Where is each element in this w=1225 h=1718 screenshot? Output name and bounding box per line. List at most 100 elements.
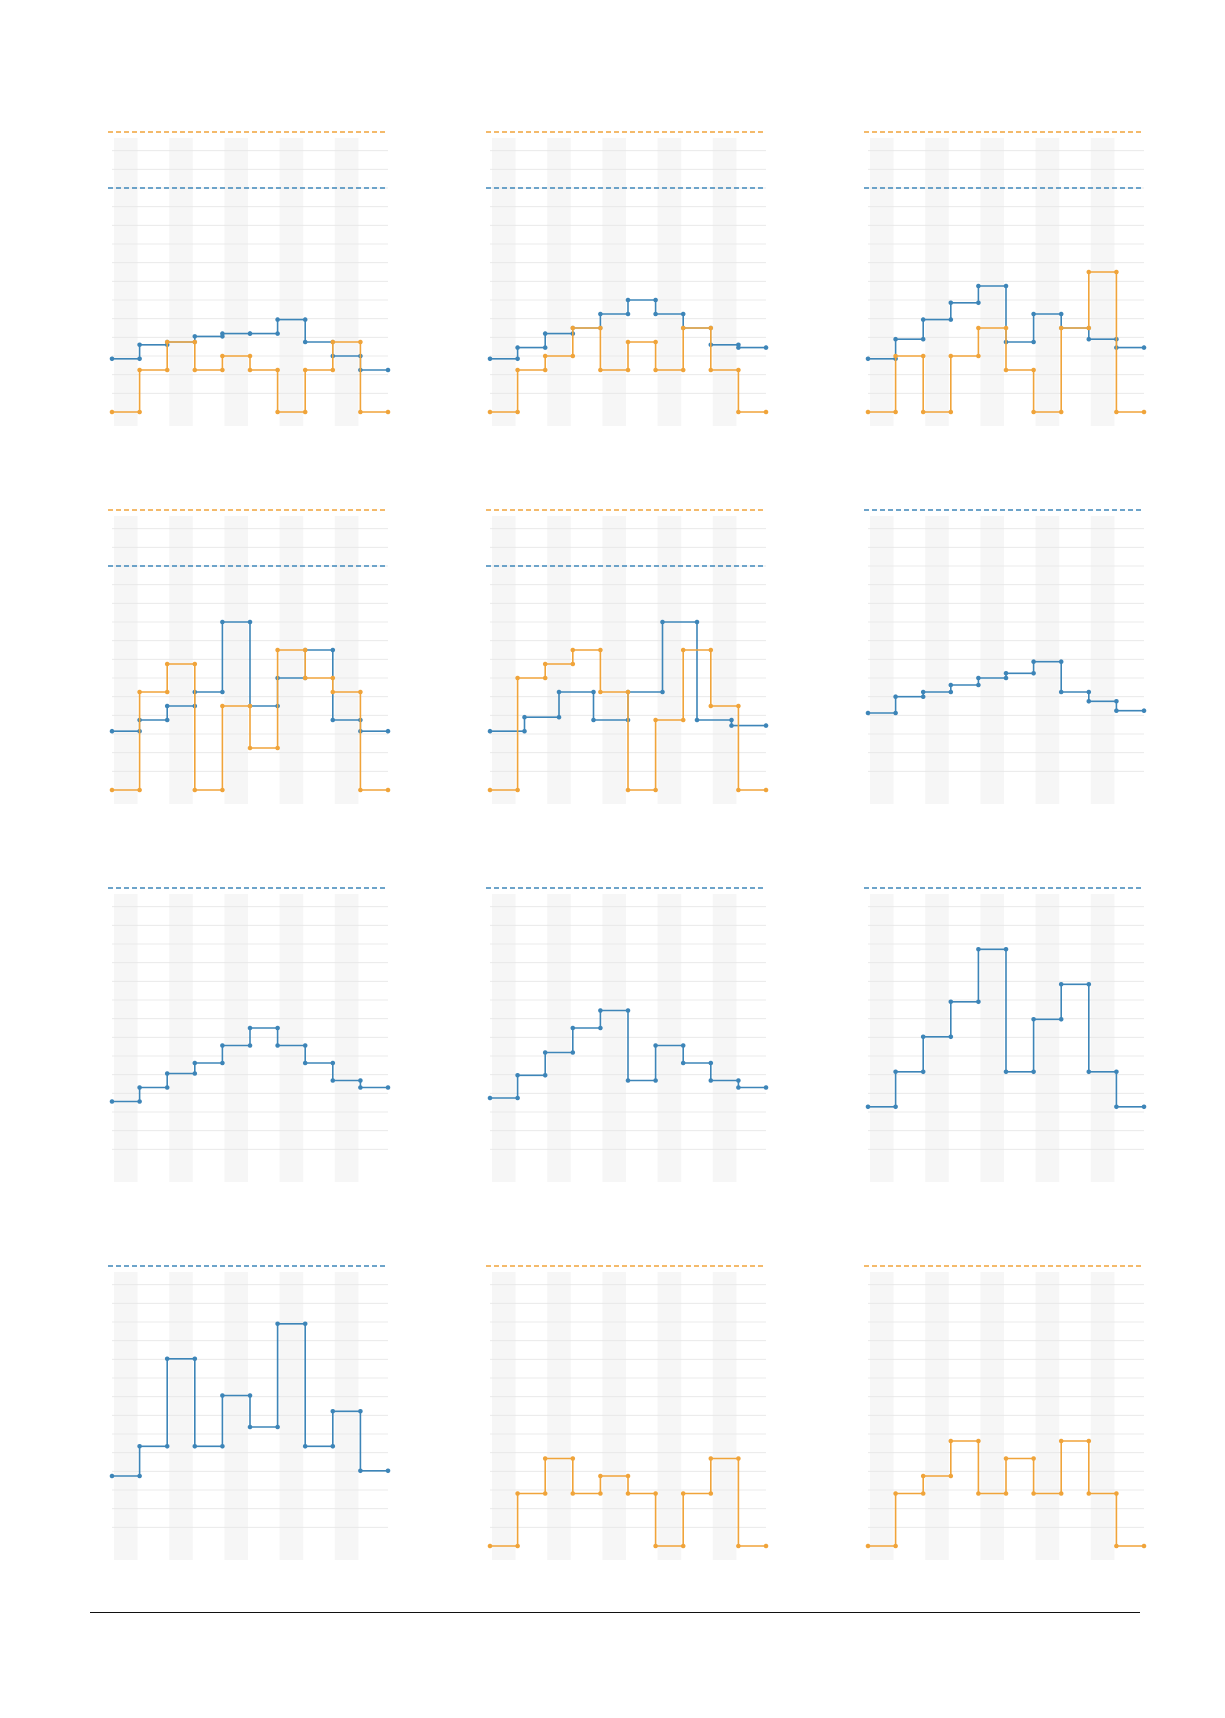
data-point-orange <box>1086 1491 1092 1496</box>
data-point-blue <box>330 647 336 653</box>
data-point-orange <box>736 703 741 709</box>
data-point-blue <box>1086 689 1092 695</box>
data-point-blue <box>920 1034 926 1040</box>
data-point-orange <box>515 409 520 415</box>
data-point-blue <box>109 1473 115 1479</box>
data-point-blue <box>515 345 520 350</box>
data-point-orange <box>680 1491 686 1496</box>
data-point-blue <box>302 1444 308 1449</box>
data-point-blue <box>625 1078 631 1083</box>
data-point-orange <box>598 1473 603 1479</box>
data-point-orange <box>220 787 225 793</box>
data-point-orange <box>948 1438 954 1444</box>
grid-band <box>279 1272 304 1560</box>
data-point-blue <box>220 689 225 695</box>
data-point-orange <box>625 1473 631 1479</box>
data-point-blue <box>1003 1069 1009 1075</box>
series-line-blue <box>490 1009 766 1099</box>
series-line-blue <box>868 948 1144 1108</box>
data-point-blue <box>515 356 520 362</box>
data-point-orange <box>515 787 520 793</box>
data-point-blue <box>653 1043 658 1048</box>
data-point-orange <box>192 661 198 667</box>
step-chart-7 <box>108 887 391 1182</box>
data-point-orange <box>920 1473 926 1479</box>
data-point-blue <box>137 1085 142 1090</box>
chart-panel-10 <box>100 1244 391 1564</box>
chart-panel-11 <box>478 1244 769 1564</box>
grid-band <box>169 516 193 804</box>
data-point-orange <box>137 689 142 695</box>
series-line-orange <box>112 649 388 791</box>
data-point-blue <box>680 311 686 317</box>
data-point-blue <box>515 1073 520 1078</box>
data-point-orange <box>653 367 658 373</box>
data-point-blue <box>164 717 170 723</box>
data-point-orange <box>653 787 658 793</box>
footer-rule <box>90 1612 1140 1613</box>
data-point-blue <box>1058 982 1064 987</box>
data-point-orange <box>1003 1456 1009 1461</box>
chart-panel-12 <box>856 1244 1147 1564</box>
grid-band <box>1035 894 1060 1182</box>
data-point-blue <box>1114 1104 1119 1110</box>
data-point-orange <box>920 1491 926 1496</box>
data-point-blue <box>680 1060 686 1066</box>
data-point-orange <box>247 353 253 359</box>
data-point-blue <box>192 1444 198 1449</box>
data-point-orange <box>247 745 253 751</box>
data-point-blue <box>302 317 308 322</box>
data-point-blue <box>247 1393 253 1398</box>
data-point-blue <box>247 619 253 625</box>
data-point-blue <box>660 689 665 695</box>
data-point-blue <box>220 1444 225 1449</box>
data-point-blue <box>385 1468 391 1474</box>
data-point-orange <box>680 367 686 373</box>
data-point-orange <box>164 689 170 695</box>
data-point-orange <box>680 717 686 723</box>
data-point-blue <box>1058 659 1064 664</box>
data-point-blue <box>358 1409 363 1414</box>
step-chart-1 <box>108 131 391 426</box>
data-point-blue <box>1003 947 1009 952</box>
data-point-orange <box>1114 409 1119 415</box>
data-point-blue <box>1086 982 1092 987</box>
data-point-orange <box>358 689 363 695</box>
data-point-blue <box>1058 311 1064 317</box>
grid-band <box>1035 1272 1060 1560</box>
grid-band <box>602 894 626 1182</box>
chart-panel-6 <box>856 488 1147 808</box>
grid-band <box>279 138 304 426</box>
grid-band <box>657 894 682 1182</box>
data-point-orange <box>385 787 391 793</box>
chart-panel-5 <box>478 488 769 808</box>
data-point-orange <box>570 647 576 653</box>
data-point-orange <box>164 367 170 373</box>
data-point-orange <box>330 367 336 373</box>
data-point-orange <box>358 339 363 345</box>
data-point-orange <box>598 325 603 331</box>
grid-band <box>657 1272 682 1560</box>
grid-band <box>279 516 304 804</box>
data-point-orange <box>920 409 926 415</box>
data-point-orange <box>570 1456 576 1461</box>
data-point-blue <box>164 1444 170 1449</box>
data-point-orange <box>330 675 336 681</box>
data-point-blue <box>275 331 280 336</box>
data-point-blue <box>275 1424 280 1430</box>
data-point-blue <box>1003 671 1009 676</box>
data-point-blue <box>385 728 391 734</box>
data-point-orange <box>542 367 548 373</box>
data-point-orange <box>708 647 714 653</box>
step-chart-4 <box>108 509 391 804</box>
data-point-blue <box>542 345 548 350</box>
grid-band <box>1090 894 1115 1182</box>
data-point-blue <box>358 1468 363 1474</box>
data-point-blue <box>893 1104 898 1110</box>
series-line-orange <box>490 649 766 791</box>
data-point-blue <box>192 1356 198 1362</box>
data-point-orange <box>625 787 631 793</box>
series-line-orange <box>868 271 1144 413</box>
data-point-orange <box>570 325 576 331</box>
